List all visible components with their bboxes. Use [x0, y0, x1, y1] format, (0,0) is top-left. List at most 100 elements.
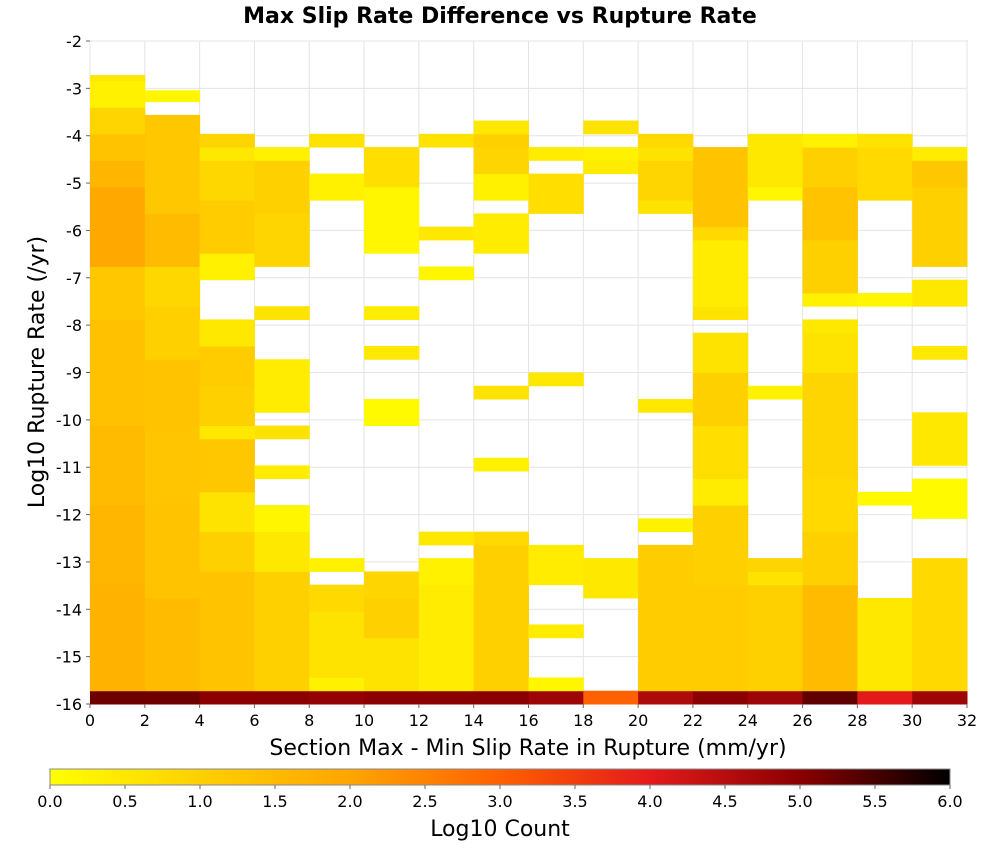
colorbar-tick-label: 5.0 — [787, 792, 812, 811]
heatmap-cell — [364, 345, 420, 360]
heatmap-cell — [528, 173, 584, 214]
heatmap-cell — [309, 173, 365, 201]
heatmap-cell — [912, 558, 968, 692]
heatmap-cell — [747, 133, 804, 188]
colorbar-tick-label: 4.0 — [637, 792, 662, 811]
heatmap-cell — [418, 226, 475, 241]
heatmap-cell — [638, 147, 694, 161]
heatmap-cell — [638, 160, 694, 201]
heatmap-cell — [638, 544, 694, 692]
heatmap-cell — [144, 266, 201, 307]
heatmap-cell — [309, 558, 365, 572]
heatmap-cell — [747, 558, 804, 572]
heatmap-cell — [802, 478, 858, 533]
y-tick-label: -12 — [56, 506, 82, 525]
y-tick-label: -8 — [66, 316, 82, 335]
heatmap-cell — [309, 611, 365, 678]
heatmap-cell — [254, 505, 310, 533]
heatmap-cell — [747, 690, 804, 705]
heatmap-cell — [199, 253, 255, 281]
heatmap-cell — [638, 518, 694, 533]
heatmap-cell — [912, 186, 968, 267]
heatmap-cell — [309, 690, 365, 705]
heatmap-cell — [144, 690, 201, 705]
x-tick-label: 20 — [628, 711, 648, 730]
heatmap-cell — [473, 173, 529, 201]
heatmap-cell — [90, 186, 146, 267]
y-axis-ticks: -2 -3 -4 -5 -6 -7 -8 -9 -10 -11 -12 -13 -14 -15 -16 — [56, 32, 90, 714]
y-tick-label: -7 — [66, 269, 82, 288]
x-tick-label: 18 — [573, 711, 593, 730]
heatmap-cell — [747, 584, 804, 692]
heatmap-cell — [144, 359, 201, 427]
heatmap-cell — [199, 571, 255, 692]
heatmap-cell — [199, 425, 255, 440]
heatmap-cell — [144, 425, 201, 506]
heatmap-cell — [638, 399, 694, 413]
heatmap-cell — [364, 597, 420, 639]
heatmap-cell — [692, 690, 749, 705]
heatmap-cell — [583, 120, 639, 135]
x-tick-label: 26 — [792, 711, 812, 730]
heatmap-cell — [528, 372, 584, 387]
x-axis-label: Section Max - Min Slip Rate in Rupture (… — [269, 736, 786, 761]
y-tick-label: -6 — [66, 221, 82, 240]
y-tick-label: -11 — [56, 458, 82, 477]
heatmap-cell — [692, 584, 749, 692]
x-tick-label: 22 — [683, 711, 703, 730]
heatmap-cell — [418, 690, 475, 705]
heatmap-cell — [254, 213, 310, 267]
heatmap-cell — [528, 147, 584, 161]
heatmap-cell — [528, 624, 584, 639]
heatmap-cell — [199, 531, 255, 572]
heatmap-cell — [144, 90, 201, 103]
heatmap-cell — [418, 531, 475, 546]
heatmap-cell — [802, 186, 858, 241]
colorbar-tick-label: 6.0 — [937, 792, 962, 811]
heatmap-cell — [912, 690, 968, 705]
colorbar-tick-label: 0.0 — [37, 792, 62, 811]
heatmap-cell — [638, 690, 694, 705]
heatmap-cell — [254, 147, 310, 161]
heatmap-cell — [802, 292, 858, 307]
heatmap-cell — [857, 690, 913, 705]
x-tick-label: 2 — [140, 711, 150, 730]
x-tick-label: 0 — [85, 711, 95, 730]
heatmap-cell — [90, 690, 146, 705]
heatmap-cell — [802, 372, 858, 480]
colorbar-tick-label: 2.0 — [337, 792, 362, 811]
heatmap-cell — [473, 213, 529, 254]
chart-title: Max Slip Rate Difference vs Rupture Rate — [243, 4, 757, 29]
heatmap-cell — [309, 584, 365, 612]
heatmap-cell — [747, 385, 804, 400]
heatmap-cell — [199, 385, 255, 427]
heatmap-cell — [857, 133, 913, 148]
heatmap-cell — [583, 160, 639, 175]
heatmap-cell — [473, 544, 529, 692]
heatmap-cell — [692, 478, 749, 506]
heatmap-cell — [309, 677, 365, 692]
heatmap-cell — [199, 160, 255, 201]
heatmap-cell — [692, 226, 749, 241]
colorbar-tick-label: 2.5 — [412, 792, 437, 811]
heatmap-cell — [857, 597, 913, 692]
colorbar-label: Log10 Count — [430, 817, 570, 842]
y-tick-label: -4 — [66, 127, 82, 146]
heatmap-cell — [912, 279, 968, 307]
heatmap-cell — [638, 200, 694, 214]
heatmap-cell — [90, 505, 146, 586]
heatmap-cell — [90, 80, 146, 108]
y-tick-label: -3 — [66, 79, 82, 98]
heatmap-cell — [802, 690, 858, 705]
heatmap-cell — [90, 266, 146, 320]
heatmap-cell — [802, 239, 858, 294]
heatmap-cell — [199, 147, 255, 161]
heatmap-cell — [418, 558, 475, 586]
heatmap-cell — [90, 75, 146, 82]
x-tick-label: 16 — [518, 711, 538, 730]
heatmap-cell — [692, 332, 749, 373]
x-tick-label: 6 — [249, 711, 259, 730]
heatmap-cell — [747, 186, 804, 201]
y-axis-label: Log10 Rupture Rate (/yr) — [25, 236, 50, 508]
heatmap-cell — [802, 531, 858, 586]
